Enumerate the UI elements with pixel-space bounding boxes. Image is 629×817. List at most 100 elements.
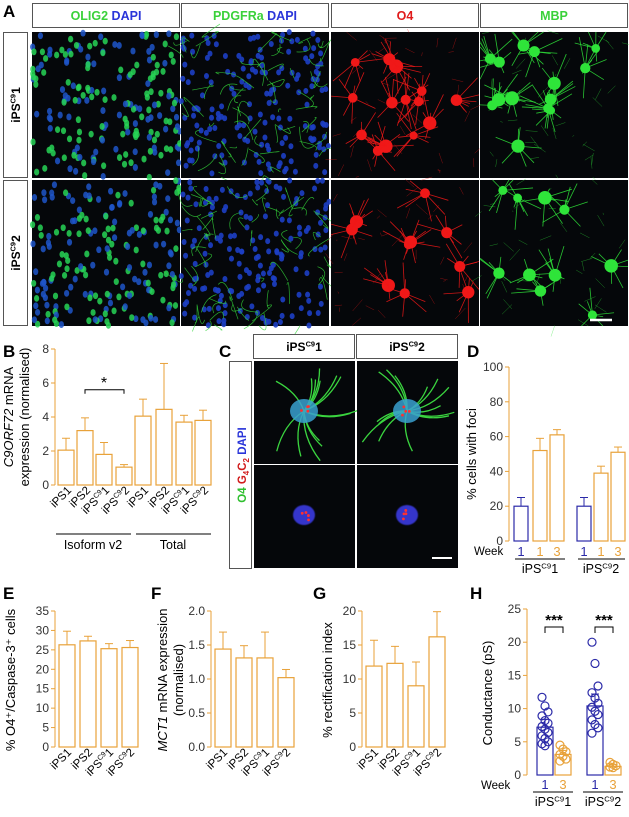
fiber — [351, 66, 361, 74]
process — [201, 23, 221, 38]
fiber — [443, 280, 447, 282]
cell-process — [485, 272, 500, 295]
process — [205, 233, 210, 242]
nucleus — [30, 240, 36, 248]
nucleus — [248, 58, 254, 65]
y-title-text: C9ORF72 mRNA — [1, 366, 16, 467]
cell-process — [581, 48, 597, 74]
rna-focus — [404, 409, 408, 413]
process — [235, 75, 255, 89]
nucleus — [323, 86, 329, 93]
y-tick-label: 6 — [42, 376, 49, 390]
nucleus — [228, 188, 234, 195]
cell-process — [456, 99, 469, 107]
y-tick-label: 0 — [514, 768, 521, 782]
nucleus — [147, 75, 154, 83]
process — [226, 186, 248, 198]
nucleus — [68, 50, 74, 58]
nucleus — [185, 194, 191, 201]
nucleus — [59, 46, 65, 54]
fiber — [433, 204, 440, 213]
cell-process — [564, 209, 581, 227]
cell-process — [354, 62, 361, 82]
cell-process — [498, 99, 509, 107]
cell-process — [387, 285, 391, 300]
nucleus — [169, 271, 175, 278]
fiber — [516, 280, 529, 282]
fiber — [530, 136, 539, 147]
nucleus — [174, 219, 180, 227]
process — [262, 197, 267, 212]
nucleus — [87, 294, 93, 302]
nucleus — [89, 86, 95, 94]
nucleus — [315, 177, 321, 184]
nucleus — [102, 96, 108, 104]
micrograph — [325, 176, 480, 326]
cell-process — [330, 229, 353, 236]
nucleus — [158, 89, 164, 97]
nucleus — [203, 186, 209, 193]
nucleus — [280, 31, 286, 38]
nucleus — [206, 195, 212, 202]
y-tick-label: 5 — [514, 735, 521, 749]
cell-process — [494, 190, 504, 198]
nucleus — [162, 40, 168, 48]
week-number: 3 — [609, 777, 616, 792]
micrograph — [167, 23, 339, 188]
nucleus — [296, 89, 302, 96]
nucleus — [111, 234, 118, 242]
cell-process — [404, 279, 406, 294]
column-header-box — [331, 3, 479, 28]
cell-process — [534, 38, 563, 52]
fiber — [496, 270, 506, 281]
bar — [121, 646, 139, 748]
cell-process — [492, 179, 504, 191]
process — [191, 265, 199, 287]
nucleus — [178, 273, 184, 280]
nucleus — [191, 237, 197, 244]
y-tick-label: 40 — [490, 464, 504, 478]
data-point — [561, 747, 571, 757]
fiber — [512, 69, 522, 75]
fiber — [338, 164, 345, 177]
nucleus — [146, 133, 152, 141]
nucleus — [308, 135, 314, 142]
process — [251, 304, 272, 322]
cell-process — [544, 197, 556, 201]
nucleus — [196, 139, 202, 146]
nucleus — [132, 164, 138, 171]
fiber — [377, 209, 387, 218]
cell-process — [574, 42, 596, 49]
nucleus — [146, 48, 152, 55]
cell-process — [545, 262, 556, 276]
process — [200, 210, 218, 219]
micrograph — [163, 175, 341, 340]
cell-process — [509, 274, 530, 284]
nucleus — [85, 61, 91, 68]
nucleus — [147, 147, 153, 155]
y-tick-label: 15 — [508, 668, 522, 682]
nucleus — [281, 152, 287, 159]
nucleus — [84, 250, 90, 258]
fiber — [464, 275, 468, 282]
nucleus — [318, 219, 324, 226]
nucleus — [204, 35, 210, 42]
row-header-box — [3, 32, 28, 178]
cell-process — [421, 73, 431, 92]
nucleus — [309, 83, 315, 90]
nucleus — [73, 167, 79, 175]
fiber — [375, 273, 381, 281]
nucleus — [111, 94, 117, 101]
rna-focus — [404, 509, 408, 512]
rna-focus — [404, 512, 408, 516]
process — [310, 71, 328, 88]
fiber — [576, 269, 583, 274]
nucleus — [237, 273, 243, 280]
nucleus — [287, 177, 293, 184]
cell-process — [578, 37, 586, 69]
cell-process — [502, 179, 510, 191]
cell-process — [523, 31, 539, 46]
cell-process — [486, 272, 500, 299]
nucleus — [122, 190, 128, 197]
process — [319, 41, 324, 48]
